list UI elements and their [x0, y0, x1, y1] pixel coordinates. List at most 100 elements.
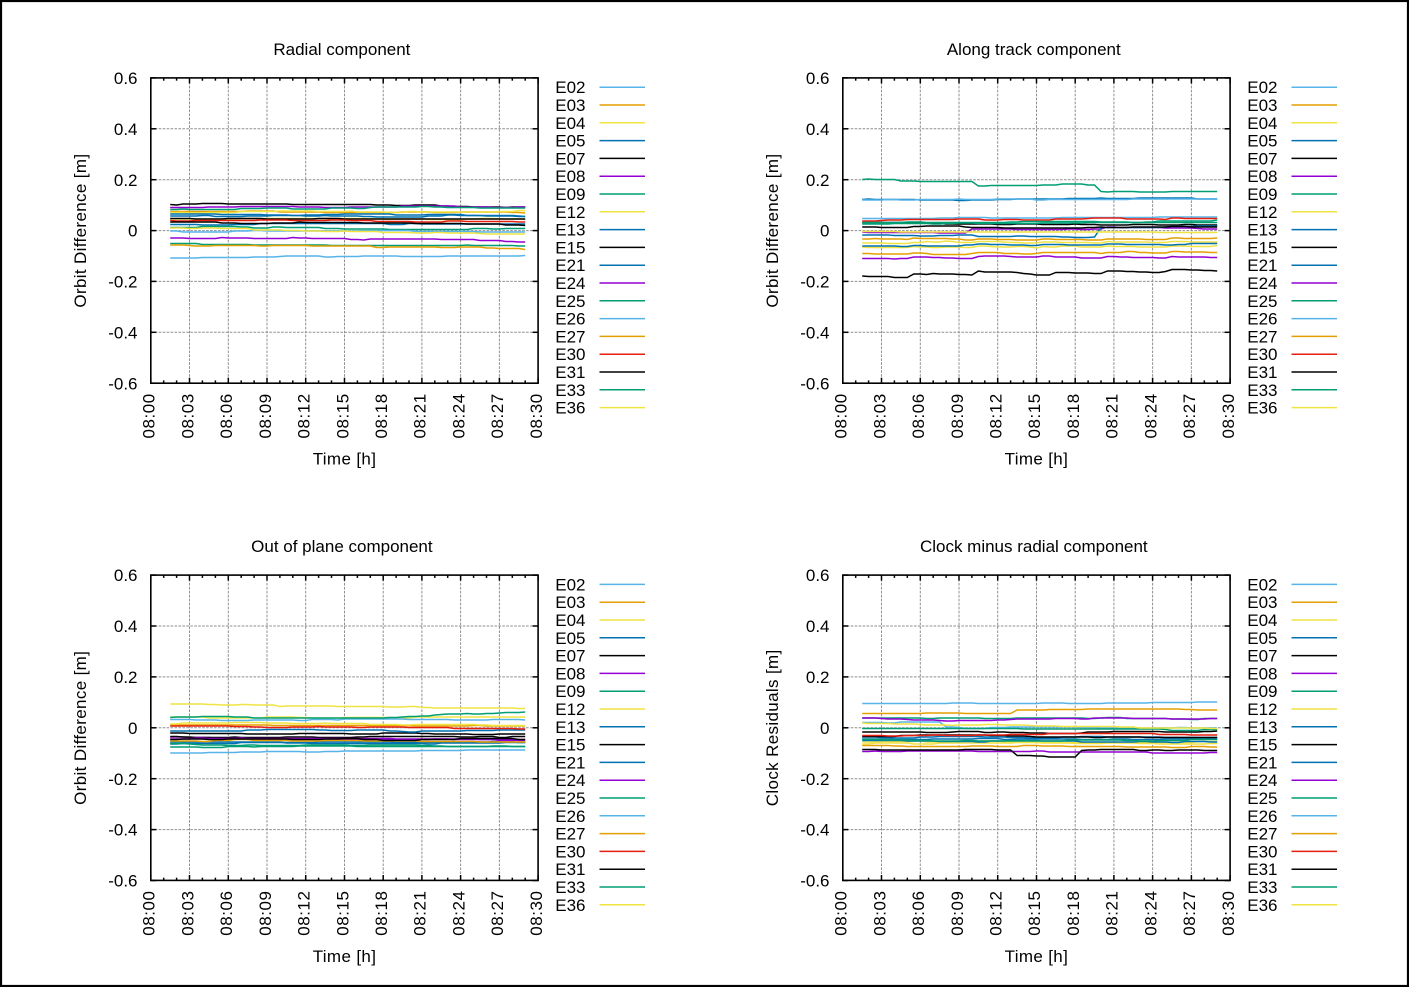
- svg-text:08:18: 08:18: [372, 891, 391, 936]
- svg-text:E21: E21: [555, 753, 585, 772]
- svg-text:-0.4: -0.4: [108, 323, 137, 342]
- svg-text:08:21: 08:21: [411, 891, 430, 936]
- svg-text:0: 0: [128, 222, 137, 241]
- svg-text:E30: E30: [1247, 345, 1277, 364]
- svg-text:E30: E30: [1247, 842, 1277, 861]
- svg-text:-0.4: -0.4: [800, 323, 829, 342]
- svg-text:08:27: 08:27: [1180, 891, 1199, 936]
- svg-text:Orbit Difference [m]: Orbit Difference [m]: [71, 651, 90, 805]
- svg-text:-0.2: -0.2: [800, 273, 829, 292]
- svg-text:08:21: 08:21: [1103, 393, 1122, 438]
- svg-text:08:06: 08:06: [909, 891, 928, 936]
- svg-text:E24: E24: [555, 274, 585, 293]
- svg-text:E15: E15: [1247, 736, 1277, 755]
- svg-text:0.4: 0.4: [114, 617, 138, 636]
- svg-text:E05: E05: [555, 132, 585, 151]
- svg-text:08:12: 08:12: [295, 393, 314, 438]
- svg-text:08:18: 08:18: [372, 393, 391, 438]
- svg-text:E05: E05: [1247, 132, 1277, 151]
- svg-text:E21: E21: [1247, 256, 1277, 275]
- svg-text:E12: E12: [1247, 700, 1277, 719]
- svg-text:-0.2: -0.2: [108, 770, 137, 789]
- svg-text:08:09: 08:09: [256, 891, 275, 936]
- svg-text:E12: E12: [555, 203, 585, 222]
- svg-text:08:30: 08:30: [527, 891, 546, 936]
- svg-text:08:03: 08:03: [870, 891, 889, 936]
- svg-text:Time [h]: Time [h]: [1005, 947, 1069, 966]
- svg-text:E03: E03: [1247, 96, 1277, 115]
- svg-text:E13: E13: [555, 221, 585, 240]
- svg-text:08:15: 08:15: [1025, 393, 1044, 438]
- svg-text:-0.2: -0.2: [108, 273, 137, 292]
- svg-text:-0.6: -0.6: [800, 872, 829, 891]
- svg-text:Clock minus radial component: Clock minus radial component: [920, 537, 1148, 556]
- svg-text:08:12: 08:12: [295, 891, 314, 936]
- svg-text:08:27: 08:27: [1180, 393, 1199, 438]
- svg-text:E27: E27: [555, 825, 585, 844]
- svg-text:0.2: 0.2: [114, 668, 138, 687]
- svg-text:08:00: 08:00: [140, 891, 159, 936]
- svg-text:-0.6: -0.6: [108, 374, 137, 393]
- svg-text:E27: E27: [1247, 327, 1277, 346]
- svg-text:08:24: 08:24: [449, 891, 468, 936]
- svg-text:E33: E33: [1247, 381, 1277, 400]
- svg-text:Time [h]: Time [h]: [313, 947, 377, 966]
- svg-text:E07: E07: [555, 149, 585, 168]
- svg-text:E31: E31: [555, 363, 585, 382]
- svg-text:Clock Residuals [m]: Clock Residuals [m]: [763, 649, 782, 806]
- svg-text:E36: E36: [1247, 896, 1277, 915]
- svg-text:-0.6: -0.6: [108, 872, 137, 891]
- svg-text:E27: E27: [555, 327, 585, 346]
- svg-text:E04: E04: [1247, 114, 1277, 133]
- svg-text:E12: E12: [555, 700, 585, 719]
- svg-text:Along track component: Along track component: [947, 40, 1121, 59]
- svg-text:E33: E33: [1247, 878, 1277, 897]
- svg-text:E03: E03: [555, 96, 585, 115]
- svg-text:E04: E04: [555, 611, 585, 630]
- svg-text:E15: E15: [555, 238, 585, 257]
- svg-text:08:09: 08:09: [256, 393, 275, 438]
- svg-text:0.4: 0.4: [806, 120, 830, 139]
- svg-text:08:24: 08:24: [449, 393, 468, 438]
- svg-text:08:21: 08:21: [1103, 891, 1122, 936]
- svg-text:0.4: 0.4: [114, 120, 138, 139]
- svg-text:08:15: 08:15: [333, 891, 352, 936]
- svg-text:08:09: 08:09: [948, 891, 967, 936]
- svg-text:08:00: 08:00: [140, 393, 159, 438]
- svg-text:-0.6: -0.6: [800, 374, 829, 393]
- svg-text:E02: E02: [555, 575, 585, 594]
- svg-text:E26: E26: [555, 807, 585, 826]
- svg-text:-0.4: -0.4: [108, 821, 137, 840]
- svg-text:08:06: 08:06: [217, 891, 236, 936]
- svg-text:08:03: 08:03: [178, 393, 197, 438]
- svg-text:E05: E05: [555, 629, 585, 648]
- svg-text:E15: E15: [1247, 238, 1277, 257]
- svg-text:E36: E36: [1247, 399, 1277, 418]
- svg-text:0.6: 0.6: [806, 566, 830, 585]
- svg-text:E04: E04: [1247, 611, 1277, 630]
- svg-text:0: 0: [820, 222, 829, 241]
- svg-text:E26: E26: [1247, 807, 1277, 826]
- svg-text:E07: E07: [555, 647, 585, 666]
- svg-text:Time [h]: Time [h]: [1005, 450, 1069, 469]
- svg-text:E13: E13: [1247, 221, 1277, 240]
- svg-text:08:24: 08:24: [1141, 393, 1160, 438]
- svg-text:Out of plane component: Out of plane component: [251, 537, 433, 556]
- svg-text:Orbit Difference [m]: Orbit Difference [m]: [763, 154, 782, 308]
- svg-text:E02: E02: [1247, 78, 1277, 97]
- svg-text:E13: E13: [1247, 718, 1277, 737]
- svg-text:08:27: 08:27: [488, 891, 507, 936]
- svg-text:E24: E24: [1247, 274, 1277, 293]
- svg-text:08:00: 08:00: [832, 393, 851, 438]
- svg-text:E27: E27: [1247, 825, 1277, 844]
- svg-text:0.4: 0.4: [806, 617, 830, 636]
- svg-text:E25: E25: [1247, 789, 1277, 808]
- svg-text:E26: E26: [555, 310, 585, 329]
- svg-text:08:18: 08:18: [1064, 393, 1083, 438]
- svg-text:E12: E12: [1247, 203, 1277, 222]
- svg-text:08:06: 08:06: [217, 393, 236, 438]
- svg-text:E31: E31: [1247, 363, 1277, 382]
- svg-text:E36: E36: [555, 896, 585, 915]
- svg-text:E08: E08: [1247, 664, 1277, 683]
- svg-text:E15: E15: [555, 736, 585, 755]
